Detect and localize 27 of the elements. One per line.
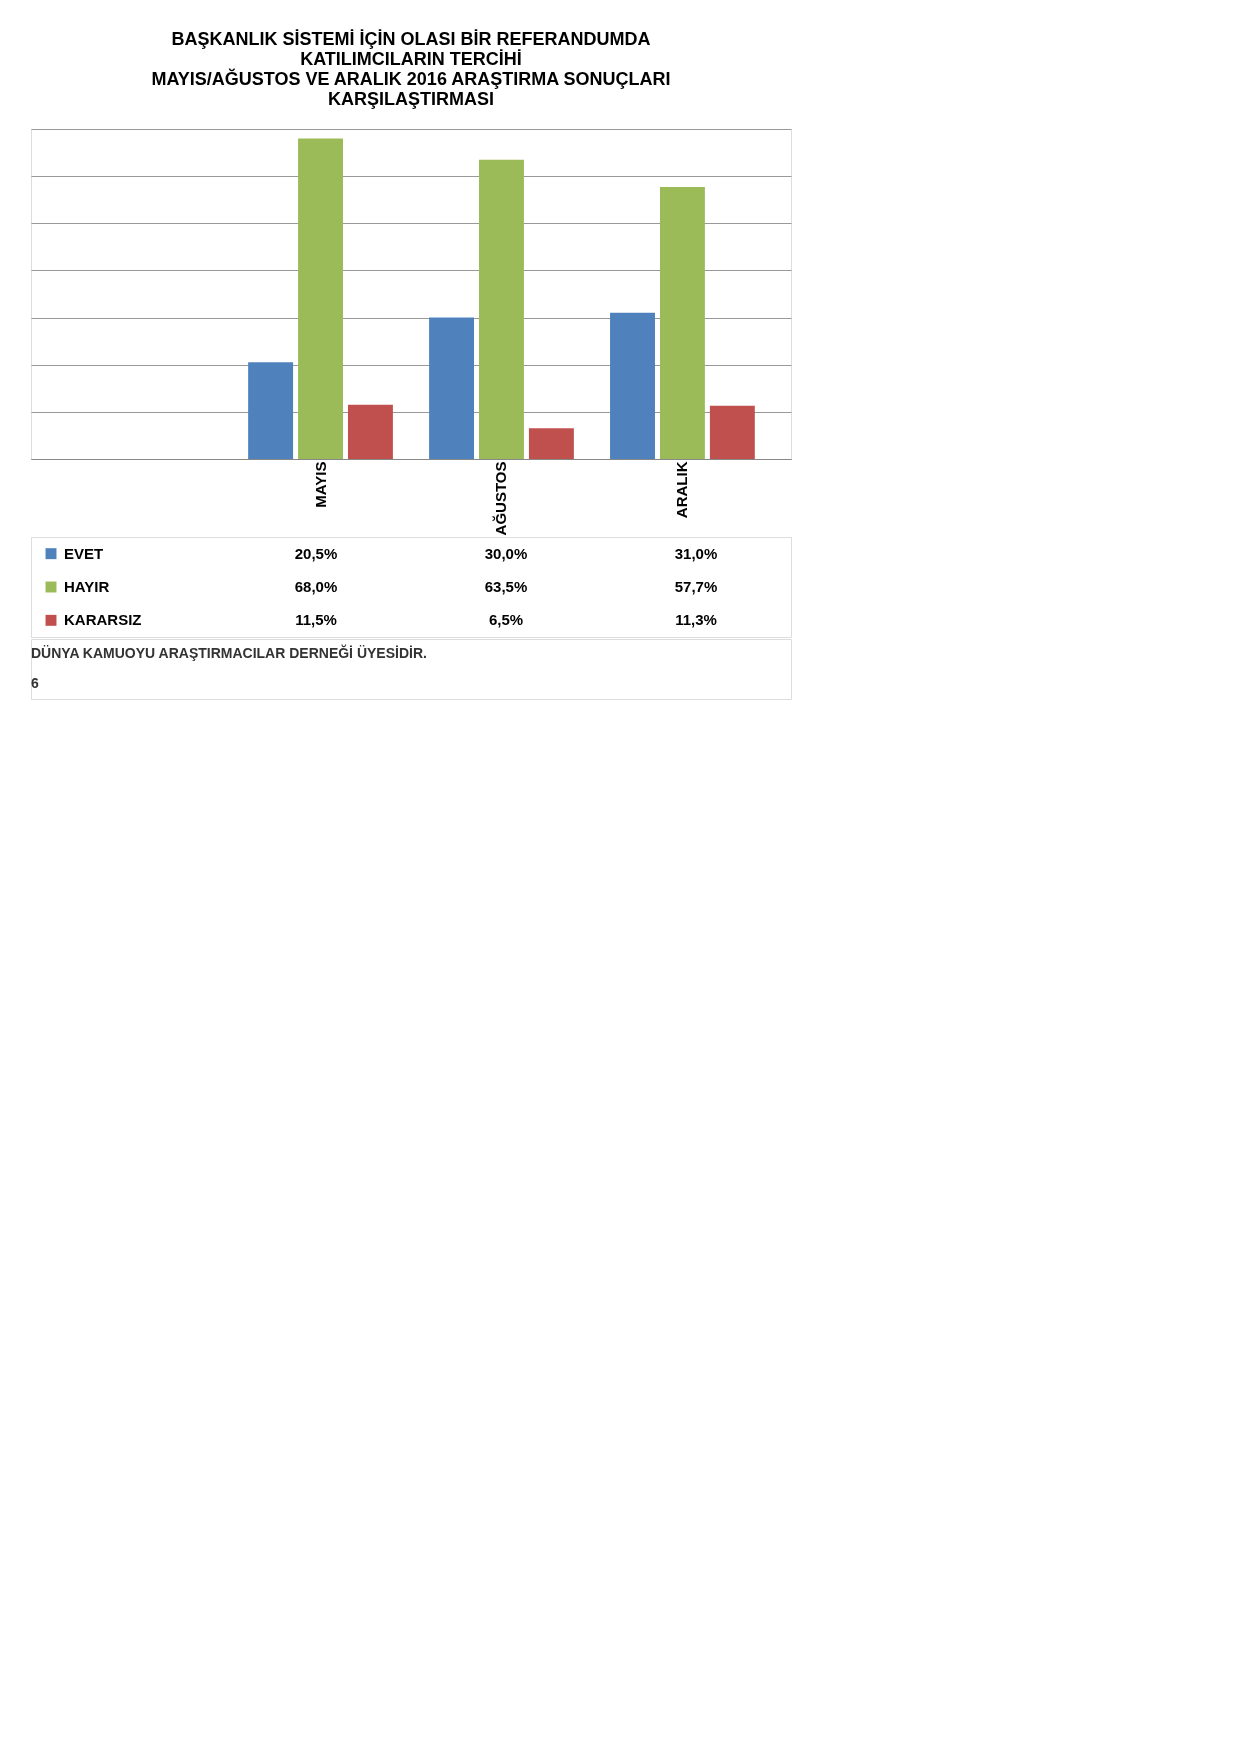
chart-title: BAŞKANLIK SİSTEMİ İÇİN OLASI BİR REFERANDUMDA KATILIMCILARIN TERCİHİ MAYIS/AĞUSTOS VE ARALIK 2016 ARAŞTIRMA SONUÇLARI KARŞILAŞTIRMASI [151, 29, 671, 109]
data-label: 30,0% [484, 544, 528, 562]
x-tick-label: ARALIK [673, 461, 691, 519]
bar [479, 159, 524, 459]
legend-label: KARARSIZ [64, 611, 142, 629]
data-label: 11,5% [295, 611, 337, 629]
text: 6 [31, 675, 39, 691]
bar [429, 317, 475, 459]
legend-label: HAYIR [64, 578, 110, 595]
bar [659, 186, 705, 459]
bar [709, 405, 755, 459]
bar [248, 362, 294, 459]
data-label: 63,5% [484, 578, 528, 595]
data-label: 11,3% [675, 611, 717, 629]
x-tick-label: AĞUSTOS [492, 461, 510, 536]
data-label: 57,7% [674, 578, 718, 595]
bar [610, 312, 655, 459]
data-label: 6,5% [488, 611, 524, 629]
x-tick-label: MAYIS [311, 461, 329, 508]
legend-label: EVET [64, 544, 104, 562]
data-label: 31,0% [674, 544, 718, 562]
bar [528, 428, 574, 459]
bar [347, 404, 393, 459]
data-label: 20,5% [294, 544, 338, 562]
bar [298, 138, 343, 459]
data-label: 68,0% [294, 578, 338, 595]
text: DÜNYA KAMUOYU ARAŞTIRMACILAR DERNEĞİ ÜYESİDİR. [31, 644, 427, 661]
